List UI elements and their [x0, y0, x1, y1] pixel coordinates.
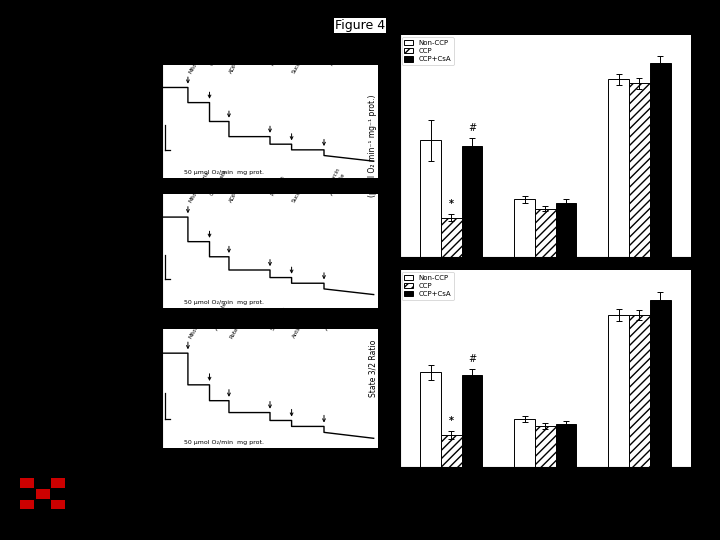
Bar [629, 315, 650, 467]
Text: Mitochondria: Mitochondria [188, 41, 210, 74]
Text: The Journal of Thoracic and Cardiovascular Surgery 2008 135585-593 DOI: (10.1016: The Journal of Thoracic and Cardiovascul… [137, 500, 466, 504]
Bar [556, 203, 577, 256]
Text: Antimycin: Antimycin [292, 313, 310, 339]
Text: min: min [150, 266, 162, 271]
Text: Antimycin
Ascobate: Antimycin Ascobate [324, 167, 347, 196]
Text: Succinate: Succinate [292, 178, 310, 204]
Text: Mitochondria: Mitochondria [188, 306, 210, 339]
Y-axis label: (μmol O₂ min⁻¹ mg⁻¹ prot.): (μmol O₂ min⁻¹ mg⁻¹ prot.) [369, 94, 377, 197]
Text: Rotenon: Rotenon [270, 44, 286, 66]
Legend: Non-CCP, CCP, CCP+CsA: Non-CCP, CCP, CCP+CsA [402, 37, 454, 65]
Text: min: min [150, 136, 162, 141]
Text: 50 μmol O₂/min  mg prot.: 50 μmol O₂/min mg prot. [184, 440, 264, 445]
Bar [608, 79, 629, 256]
Bar [441, 435, 462, 467]
Text: State 3: State 3 [400, 23, 435, 33]
Text: Glutamate: Glutamate [210, 39, 228, 66]
Bar [462, 146, 482, 256]
Text: Figure 4: Figure 4 [335, 19, 385, 32]
Bar [650, 300, 670, 467]
Text: Non-CCP: Non-CCP [140, 103, 149, 140]
Bar [629, 83, 650, 256]
Text: *: * [449, 199, 454, 208]
Bar [36, 489, 50, 499]
Text: #: # [468, 123, 476, 133]
Bar [51, 478, 65, 488]
Bar [20, 478, 34, 488]
Text: 50 μmol O₂/min  mg prot.: 50 μmol O₂/min mg prot. [184, 170, 264, 176]
Bar [420, 373, 441, 467]
Bar [556, 424, 577, 467]
Y-axis label: State 3/2 Ratio: State 3/2 Ratio [369, 340, 377, 397]
Legend: Non-CCP, CCP, CCP+CsA: Non-CCP, CCP, CCP+CsA [402, 272, 454, 300]
Text: 50 μmol O₂/min  mg prot.: 50 μmol O₂/min mg prot. [184, 300, 264, 305]
Text: ELSEVIER: ELSEVIER [45, 518, 73, 523]
Text: ADP: ADP [229, 62, 239, 74]
Text: Succinate: Succinate [292, 49, 310, 74]
Bar [20, 500, 34, 510]
Text: Ascobate: Ascobate [324, 307, 341, 332]
Text: CCP+CsA: CCP+CsA [140, 369, 149, 409]
Text: Glutamate: Glutamate [210, 168, 228, 196]
Text: Antimycin
Ascobate: Antimycin Ascobate [324, 37, 347, 66]
Text: Succinate: Succinate [270, 306, 288, 332]
Text: *: * [449, 416, 454, 426]
Bar [441, 218, 462, 256]
Bar [462, 375, 482, 467]
Bar [514, 419, 535, 467]
Bar [535, 208, 556, 256]
Bar [420, 140, 441, 256]
Text: CCP: CCP [140, 242, 149, 260]
Bar [535, 426, 556, 467]
Text: B: B [392, 464, 400, 475]
Bar [608, 315, 629, 467]
Bar [650, 63, 670, 256]
Text: min: min [150, 404, 162, 409]
Text: #: # [468, 354, 476, 363]
Bar [514, 199, 535, 256]
Bar [51, 500, 65, 510]
Text: Glutamate
ADP: Glutamate ADP [210, 301, 233, 332]
Text: A: A [155, 464, 163, 475]
Text: ADP: ADP [229, 192, 239, 204]
Text: Rotenon: Rotenon [229, 317, 245, 339]
Text: Rotenon: Rotenon [270, 174, 286, 196]
Text: Copyright © 2008  The American Association for Thoracic Surgery  Terms and Condi: Copyright © 2008 The American Associatio… [137, 510, 418, 516]
Text: Mitochondria: Mitochondria [188, 171, 210, 204]
